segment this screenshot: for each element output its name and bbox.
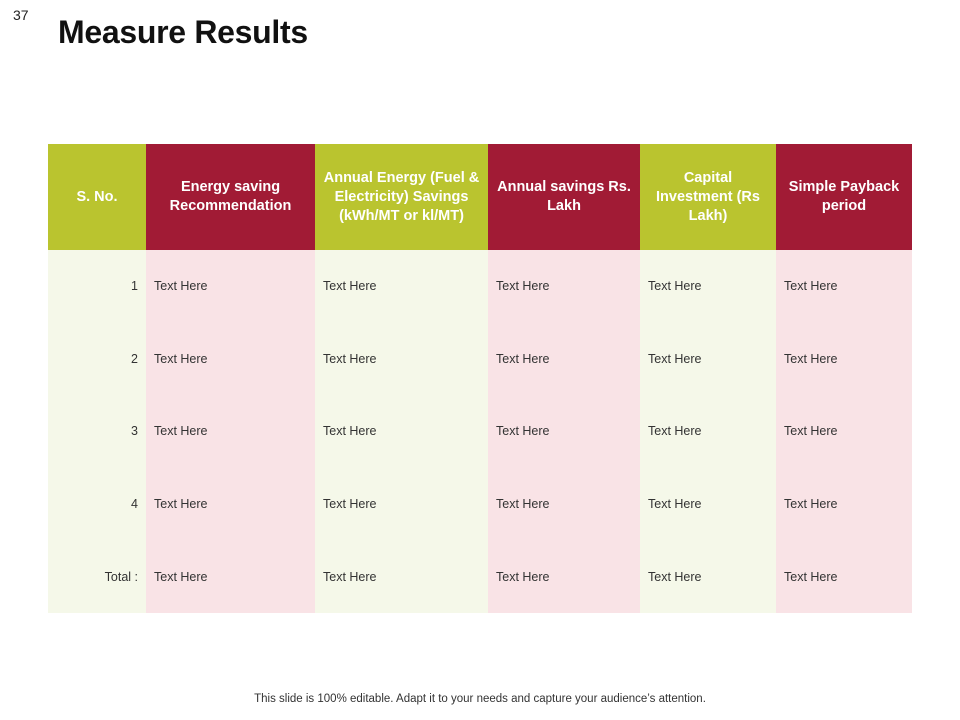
header-s-no: S. No. <box>48 144 146 250</box>
table-row: 1 Text Here Text Here Text Here Text Her… <box>48 250 912 323</box>
cell-capital-investment: Text Here <box>640 467 776 541</box>
cell-payback-period: Text Here <box>776 395 912 468</box>
cell-annual-energy: Text Here <box>315 467 488 541</box>
cell-annual-energy: Text Here <box>315 322 488 396</box>
slide-number: 37 <box>13 7 29 23</box>
table-row: 3 Text Here Text Here Text Here Text Her… <box>48 395 912 468</box>
cell-s-no: 3 <box>48 395 146 468</box>
header-capital-investment: Capital Investment (Rs Lakh) <box>640 144 776 250</box>
cell-recommendation: Text Here <box>146 250 315 323</box>
cell-recommendation: Text Here <box>146 322 315 396</box>
cell-payback-period: Text Here <box>776 250 912 323</box>
cell-annual-savings: Text Here <box>488 467 640 541</box>
cell-annual-savings: Text Here <box>488 540 640 613</box>
cell-annual-energy: Text Here <box>315 250 488 323</box>
cell-capital-investment: Text Here <box>640 250 776 323</box>
cell-recommendation: Text Here <box>146 467 315 541</box>
cell-annual-energy: Text Here <box>315 540 488 613</box>
cell-s-no: 1 <box>48 250 146 323</box>
header-energy-saving-recommendation: Energy saving Recommendation <box>146 144 315 250</box>
cell-payback-period: Text Here <box>776 467 912 541</box>
header-annual-savings: Annual savings Rs. Lakh <box>488 144 640 250</box>
cell-payback-period: Text Here <box>776 540 912 613</box>
header-simple-payback-period: Simple Payback period <box>776 144 912 250</box>
measure-results-table: S. No. Energy saving Recommendation Annu… <box>48 144 912 613</box>
table-header-row: S. No. Energy saving Recommendation Annu… <box>48 144 912 250</box>
table-row: 2 Text Here Text Here Text Here Text Her… <box>48 322 912 396</box>
cell-recommendation: Text Here <box>146 395 315 468</box>
page-title: Measure Results <box>58 14 308 50</box>
cell-total-label: Total : <box>48 540 146 613</box>
header-annual-energy-savings: Annual Energy (Fuel & Electricity) Savin… <box>315 144 488 250</box>
cell-capital-investment: Text Here <box>640 395 776 468</box>
cell-annual-energy: Text Here <box>315 395 488 468</box>
footer-note: This slide is 100% editable. Adapt it to… <box>254 693 706 705</box>
cell-annual-savings: Text Here <box>488 322 640 396</box>
cell-capital-investment: Text Here <box>640 540 776 613</box>
cell-s-no: 2 <box>48 322 146 396</box>
cell-annual-savings: Text Here <box>488 250 640 323</box>
table-row-total: Total : Text Here Text Here Text Here Te… <box>48 540 912 613</box>
cell-recommendation: Text Here <box>146 540 315 613</box>
cell-s-no: 4 <box>48 467 146 541</box>
cell-annual-savings: Text Here <box>488 395 640 468</box>
cell-payback-period: Text Here <box>776 322 912 396</box>
cell-capital-investment: Text Here <box>640 322 776 396</box>
table-row: 4 Text Here Text Here Text Here Text Her… <box>48 467 912 541</box>
